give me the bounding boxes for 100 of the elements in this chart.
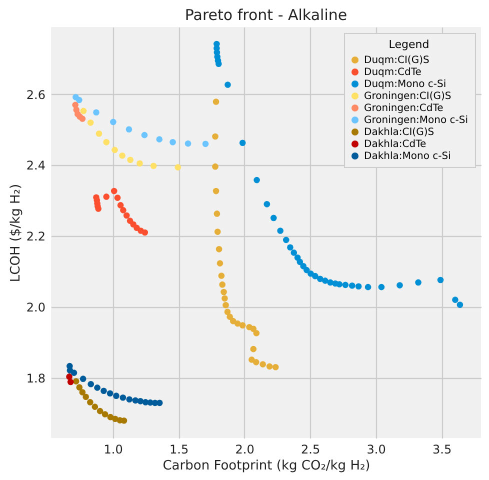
- point: [170, 138, 176, 146]
- y-tick-label: 2.0: [26, 300, 46, 314]
- point: [396, 282, 403, 288]
- point: [296, 258, 304, 266]
- point: [82, 394, 90, 400]
- point: [119, 152, 126, 159]
- y-tick-label: 2.6: [26, 88, 46, 102]
- point: [303, 266, 310, 274]
- point: [264, 201, 270, 208]
- point: [156, 400, 163, 406]
- point: [415, 279, 422, 286]
- point: [270, 214, 277, 222]
- x-axis-title: Carbon Footprint (kg CO₂/kg H₂): [162, 458, 370, 474]
- point: [253, 330, 260, 336]
- point: [364, 284, 372, 290]
- point: [72, 102, 78, 108]
- point: [112, 146, 118, 154]
- point: [76, 384, 83, 390]
- point: [102, 411, 108, 418]
- point: [282, 236, 290, 244]
- x-tick-label: 3.0: [366, 442, 386, 456]
- point: [136, 160, 143, 167]
- point: [317, 276, 324, 282]
- point: [218, 272, 225, 279]
- legend-label: Duqm:Mono c-Si: [364, 79, 446, 90]
- point: [287, 244, 294, 251]
- legend-label: Duqm:CI(G)S: [364, 55, 430, 66]
- legend-label: Dakhla:Mono c-Si: [364, 151, 451, 162]
- point: [120, 417, 128, 424]
- point: [126, 396, 133, 403]
- point: [216, 260, 224, 266]
- point: [220, 288, 227, 296]
- point: [110, 188, 118, 194]
- point: [120, 207, 126, 214]
- point: [141, 132, 148, 138]
- legend-label: Duqm:CdTe: [364, 67, 422, 78]
- point: [70, 370, 78, 376]
- x-tick-label: 3.5: [432, 442, 452, 456]
- legend-label: Groningen:CdTe: [364, 103, 444, 114]
- point: [452, 296, 458, 303]
- point: [67, 378, 74, 386]
- legend-label: Groningen:Mono c-Si: [364, 115, 468, 126]
- point: [250, 346, 257, 352]
- point: [456, 302, 464, 308]
- point: [212, 133, 218, 140]
- legend-title: Legend: [388, 38, 430, 51]
- point: [120, 394, 126, 401]
- point: [222, 295, 228, 302]
- point: [80, 376, 86, 382]
- point: [250, 326, 257, 332]
- point: [342, 282, 349, 288]
- point: [252, 359, 260, 366]
- point: [219, 281, 226, 288]
- point: [216, 60, 222, 68]
- point: [378, 284, 385, 290]
- point: [106, 390, 114, 397]
- point: [437, 276, 444, 284]
- point: [272, 364, 279, 370]
- point: [226, 314, 233, 320]
- point: [214, 210, 220, 217]
- point: [184, 140, 192, 147]
- chart-title: Pareto front - Alkaline: [184, 6, 348, 24]
- point: [239, 140, 246, 146]
- point: [156, 136, 163, 142]
- point: [266, 363, 273, 370]
- point: [127, 156, 134, 164]
- y-tick-label: 1.8: [26, 371, 46, 386]
- point: [239, 322, 246, 328]
- point: [174, 164, 182, 170]
- point: [224, 308, 231, 316]
- point: [87, 399, 94, 406]
- point: [87, 120, 94, 126]
- point: [290, 250, 298, 256]
- x-tick-label: 2.5: [301, 442, 320, 456]
- point: [212, 98, 220, 105]
- point: [348, 282, 356, 289]
- point: [114, 194, 121, 201]
- point: [260, 361, 266, 368]
- point: [214, 228, 221, 235]
- point: [79, 389, 86, 396]
- point: [79, 116, 86, 122]
- point: [96, 408, 104, 414]
- point: [224, 82, 231, 88]
- point: [212, 188, 220, 194]
- point: [312, 272, 318, 280]
- point: [66, 374, 72, 380]
- point: [277, 228, 284, 234]
- point: [80, 108, 87, 114]
- y-tick-label: 2.4: [26, 158, 46, 173]
- x-tick-label: 1.5: [170, 442, 189, 456]
- point: [76, 96, 82, 104]
- point: [88, 380, 94, 388]
- legend-label: Groningen:CI(G)S: [364, 91, 452, 102]
- y-tick-label: 2.2: [26, 230, 46, 244]
- point: [222, 302, 229, 308]
- point: [103, 194, 110, 200]
- point: [322, 278, 328, 284]
- point: [336, 281, 343, 288]
- point: [126, 126, 132, 133]
- point: [202, 140, 209, 148]
